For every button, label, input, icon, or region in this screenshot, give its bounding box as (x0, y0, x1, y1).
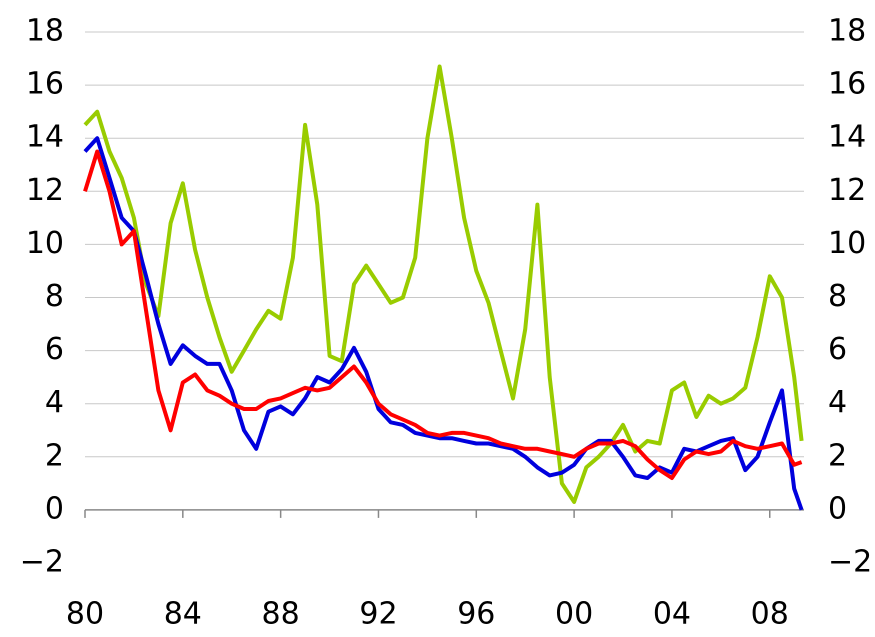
y-tick-label: −2 (20, 545, 64, 580)
y-tick-label: 4 (45, 385, 64, 420)
x-tick-label: 08 (751, 597, 789, 632)
y-tick-label: 14 (26, 120, 64, 155)
y2-tick-label: 0 (828, 491, 847, 526)
y2-tick-label: −2 (828, 545, 872, 580)
y2-tick-label: 6 (828, 332, 847, 367)
x-tick-label: 88 (262, 597, 300, 632)
y-tick-label: 6 (45, 332, 64, 367)
y2-tick-label: 14 (828, 120, 866, 155)
x-tick-label: 92 (359, 597, 397, 632)
y2-tick-label: 10 (828, 226, 866, 261)
y-tick-label: 0 (45, 491, 64, 526)
y2-tick-label: 18 (828, 14, 866, 49)
x-tick-label: 00 (555, 597, 593, 632)
y2-tick-label: 4 (828, 385, 847, 420)
y2-tick-label: 12 (828, 173, 866, 208)
x-tick-label: 84 (164, 597, 202, 632)
x-tick-label: 04 (653, 597, 691, 632)
series-line (83, 136, 804, 511)
series-line (83, 149, 803, 480)
x-tick-label: 80 (66, 597, 104, 632)
series-line (83, 64, 804, 504)
y-tick-label: 12 (26, 173, 64, 208)
y2-tick-label: 2 (828, 438, 847, 473)
y-tick-label: 2 (45, 438, 64, 473)
y2-tick-label: 16 (828, 67, 866, 102)
y2-tick-label: 8 (828, 279, 847, 314)
y-tick-label: 8 (45, 279, 64, 314)
y-tick-label: 18 (26, 14, 64, 49)
y-tick-label: 16 (26, 67, 64, 102)
x-tick-label: 96 (457, 597, 495, 632)
y-tick-label: 10 (26, 226, 64, 261)
